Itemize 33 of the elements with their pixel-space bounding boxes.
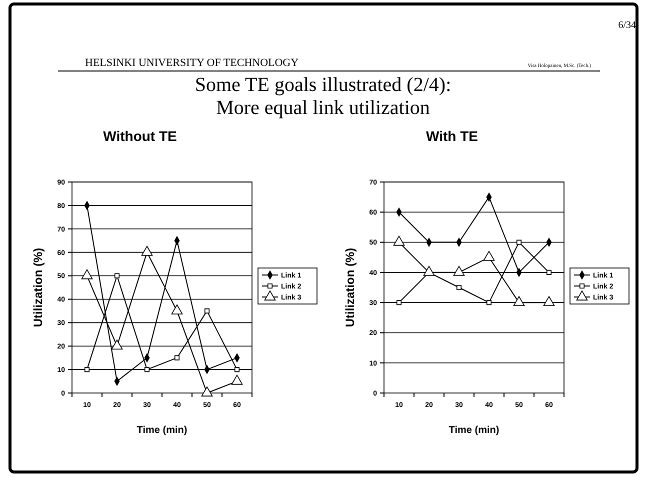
point: [144, 367, 150, 372]
point: [111, 340, 123, 350]
point: [516, 240, 522, 245]
point: [393, 236, 405, 246]
point: [114, 273, 120, 278]
point: [456, 284, 462, 290]
point: [204, 308, 210, 314]
point: [543, 296, 555, 306]
x-axis-title: Time (min): [448, 425, 500, 436]
y-axis-title: Utilization (%): [31, 248, 45, 328]
point: [546, 270, 552, 275]
point: [84, 367, 90, 372]
text: More equal link utilization: [216, 97, 430, 119]
point: [423, 266, 435, 276]
point: [231, 374, 243, 385]
point: [141, 246, 153, 256]
point: [513, 296, 525, 306]
point: [486, 300, 492, 306]
point: [81, 269, 93, 280]
chart-title: Without TE: [103, 128, 177, 144]
point: [201, 386, 213, 396]
point: [483, 250, 495, 261]
point: [174, 355, 180, 360]
point: [453, 266, 465, 276]
text: 6/34: [618, 20, 636, 31]
point: [396, 300, 402, 306]
chart-title: With TE: [426, 128, 478, 144]
y-axis-title: Utilization (%): [343, 248, 357, 328]
text: HELSINKI UNIVERSITY OF TECHNOLOGY: [85, 57, 299, 69]
point: [171, 304, 183, 314]
text: Some TE goals illustrated (2/4):: [194, 74, 452, 96]
x-axis-title: Time (min): [136, 425, 188, 436]
point: [234, 367, 240, 372]
